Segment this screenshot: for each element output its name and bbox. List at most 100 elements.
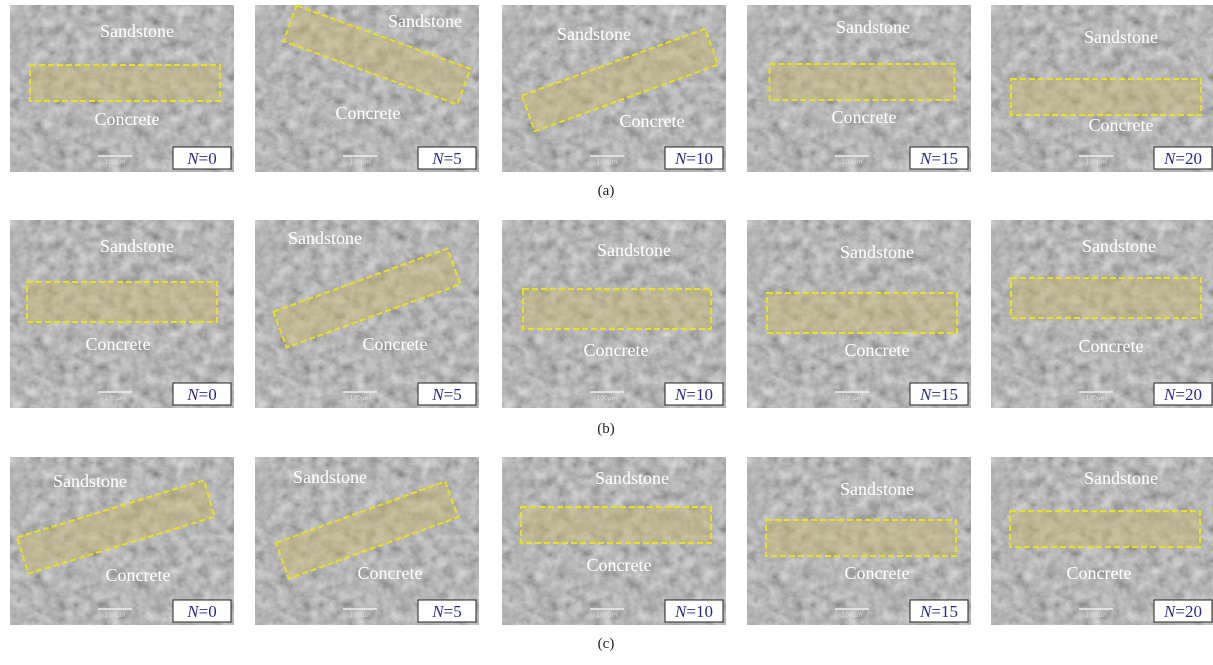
scale-label: 100μm <box>349 395 370 402</box>
n-label: N=20 <box>1163 602 1202 621</box>
n-label: N=10 <box>674 149 713 168</box>
interface-zone <box>1010 511 1200 547</box>
sem-panel: Sandstone Concrete 100μm N=10 <box>502 220 726 408</box>
sem-panel: Sandstone Concrete 100μm N=15 <box>747 5 971 172</box>
n-value: =15 <box>931 385 958 404</box>
sem-panel: Sandstone Concrete 100μm N=15 <box>747 457 971 625</box>
scale-label: 100μm <box>104 612 125 619</box>
interface-zone <box>521 507 711 543</box>
sandstone-label: Sandstone <box>100 21 174 41</box>
scale-label: 100μm <box>349 612 370 619</box>
scale-label: 100μm <box>1085 159 1106 166</box>
n-label: N=0 <box>186 149 216 168</box>
concrete-label: Concrete <box>620 111 685 131</box>
sandstone-label: Sandstone <box>53 471 127 491</box>
n-label: N=10 <box>674 385 713 404</box>
concrete-label: Concrete <box>1079 336 1144 356</box>
n-value: =10 <box>686 602 713 621</box>
sandstone-label: Sandstone <box>1082 236 1156 256</box>
concrete-label: Concrete <box>95 109 160 129</box>
n-label: N=5 <box>431 602 461 621</box>
interface-zone <box>30 65 220 101</box>
n-value: =0 <box>199 149 217 168</box>
concrete-label: Concrete <box>86 334 151 354</box>
n-value: =10 <box>686 385 713 404</box>
row-caption: (c) <box>598 636 615 652</box>
n-value: =10 <box>686 149 713 168</box>
sem-panel: Sandstone Concrete 100μm N=5 <box>255 5 479 172</box>
sem-panel: Sandstone Concrete 100μm N=0 <box>10 220 234 408</box>
n-label: N=20 <box>1163 385 1202 404</box>
concrete-label: Concrete <box>584 340 649 360</box>
concrete-label: Concrete <box>587 555 652 575</box>
scale-label: 100μm <box>596 159 617 166</box>
row-caption: (a) <box>598 183 615 199</box>
n-value: =5 <box>444 602 462 621</box>
n-value: =0 <box>199 602 217 621</box>
sandstone-label: Sandstone <box>597 240 671 260</box>
sandstone-label: Sandstone <box>100 236 174 256</box>
interface-zone <box>767 293 957 333</box>
n-value: =20 <box>1175 385 1202 404</box>
scale-label: 100μm <box>349 159 370 166</box>
sandstone-label: Sandstone <box>840 242 914 262</box>
sem-panel: Sandstone Concrete 100μm N=10 <box>502 457 726 625</box>
scale-label: 100μm <box>841 395 862 402</box>
sandstone-label: Sandstone <box>836 17 910 37</box>
page: Sandstone Concrete 100μm N=0 Sandstone Concre… <box>0 0 1213 665</box>
sem-panel: Sandstone Concrete 100μm N=5 <box>255 220 479 408</box>
sandstone-label: Sandstone <box>288 228 362 248</box>
n-value: =15 <box>931 149 958 168</box>
sandstone-label: Sandstone <box>1084 468 1158 488</box>
n-label: N=10 <box>674 602 713 621</box>
sandstone-label: Sandstone <box>293 467 367 487</box>
sem-panel: SandstoneConcrete100μmN=0 <box>10 457 234 625</box>
scale-label: 100μm <box>841 159 862 166</box>
interface-zone <box>1011 79 1201 115</box>
scale-label: 100μm <box>1085 612 1106 619</box>
interface-zone <box>27 282 217 322</box>
scale-label: 100μm <box>104 395 125 402</box>
sem-panel: Sandstone Concrete 100μm N=20 <box>991 220 1213 408</box>
n-label: N=15 <box>919 149 958 168</box>
row-caption: (b) <box>597 421 615 437</box>
concrete-label: Concrete <box>1067 563 1132 583</box>
sandstone-label: Sandstone <box>388 11 462 31</box>
n-label: N=15 <box>919 602 958 621</box>
scale-label: 100μm <box>596 612 617 619</box>
n-value: =5 <box>444 149 462 168</box>
sem-panel: Sandstone Concrete 100μm N=0 <box>10 5 234 172</box>
n-label: N=0 <box>186 602 216 621</box>
scale-label: 100μm <box>1085 395 1106 402</box>
sandstone-label: Sandstone <box>557 24 631 44</box>
scale-label: 100μm <box>596 395 617 402</box>
sandstone-label: Sandstone <box>1084 27 1158 47</box>
figure: Sandstone Concrete 100μm N=0 Sandstone Concre… <box>0 0 1213 665</box>
n-value: =20 <box>1175 602 1202 621</box>
scale-label: 100μm <box>104 159 125 166</box>
n-label: N=0 <box>186 385 216 404</box>
concrete-label: Concrete <box>832 107 897 127</box>
interface-zone <box>1011 278 1201 318</box>
interface-zone <box>766 520 956 556</box>
n-label: N=5 <box>431 385 461 404</box>
n-value: =5 <box>444 385 462 404</box>
n-value: =20 <box>1175 149 1202 168</box>
n-label: N=20 <box>1163 149 1202 168</box>
concrete-label: Concrete <box>358 563 423 583</box>
n-value: =0 <box>199 385 217 404</box>
concrete-label: Concrete <box>336 103 401 123</box>
sem-panel: Sandstone Concrete 100μm N=10 <box>502 5 726 172</box>
scale-label: 100μm <box>841 612 862 619</box>
concrete-label: Concrete <box>845 340 910 360</box>
sandstone-label: Sandstone <box>595 468 669 488</box>
n-label: N=5 <box>431 149 461 168</box>
sandstone-label: Sandstone <box>840 479 914 499</box>
concrete-label: Concrete <box>363 334 428 354</box>
concrete-label: Concrete <box>845 563 910 583</box>
sem-panel: Sandstone Concrete 100μm N=20 <box>991 457 1213 625</box>
interface-zone <box>770 64 955 100</box>
sem-panel: Sandstone Concrete 100μm N=5 <box>255 457 479 625</box>
